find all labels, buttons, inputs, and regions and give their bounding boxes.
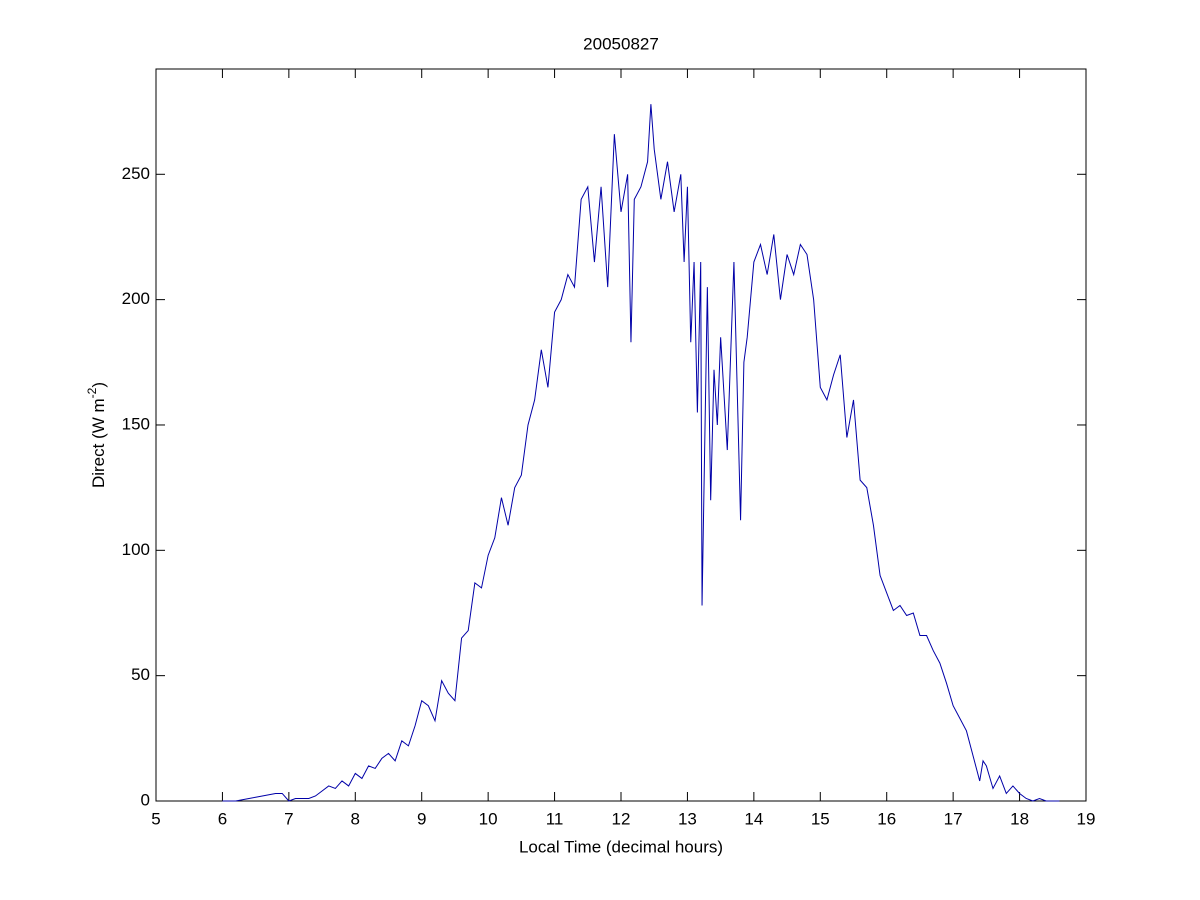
y-tick-label: 250: [122, 164, 150, 183]
x-axis-label: Local Time (decimal hours): [519, 837, 723, 856]
plot-frame: [155, 68, 1087, 802]
y-tick-label: 50: [131, 665, 150, 684]
x-tick-label: 6: [218, 809, 227, 828]
x-tick-label: 15: [811, 809, 830, 828]
x-tick-label: 9: [417, 809, 426, 828]
y-label-text: Direct (W m: [89, 398, 108, 488]
x-tick-label: 7: [284, 809, 293, 828]
x-tick-label: 17: [944, 809, 963, 828]
x-tick-label: 11: [546, 809, 564, 828]
x-tick-label: 5: [151, 809, 160, 828]
x-tick-label: 18: [1010, 809, 1029, 828]
y-tick-label: 150: [122, 414, 150, 433]
x-tick-label: 16: [877, 809, 896, 828]
y-tick-label: 100: [122, 540, 150, 559]
y-tick-label: 200: [122, 289, 150, 308]
x-tick-label: 10: [479, 809, 498, 828]
y-label-suffix: ): [89, 382, 108, 388]
x-tick-label: 19: [1077, 809, 1096, 828]
y-tick-label: 0: [141, 790, 150, 809]
x-tick-label: 8: [351, 809, 360, 828]
x-tick-label: 12: [612, 809, 631, 828]
chart-title: 20050827: [583, 34, 659, 53]
x-tick-label: 13: [678, 809, 697, 828]
y-label-sup: -2: [85, 387, 99, 398]
data-line: [222, 104, 1060, 802]
y-axis-label: Direct (W m-2): [85, 382, 108, 488]
x-tick-label: 14: [744, 809, 763, 828]
